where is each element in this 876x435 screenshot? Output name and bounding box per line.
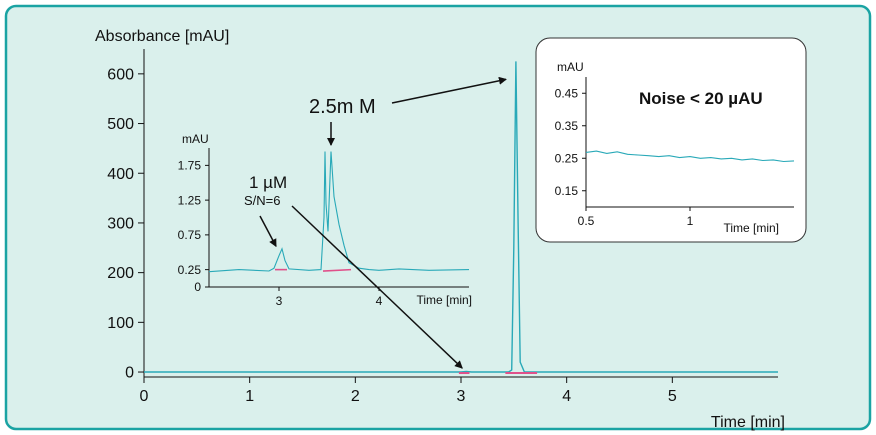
y-tick-label: 300 bbox=[107, 216, 134, 233]
x-tick-label: 4 bbox=[376, 294, 383, 308]
noise-inset-panel bbox=[535, 37, 807, 243]
data-series-line bbox=[585, 150, 795, 163]
x-tick-label: 1 bbox=[245, 388, 254, 405]
y-tick-label: 100 bbox=[107, 315, 134, 332]
zoom-y-axis-label: mAU bbox=[182, 132, 209, 146]
zoom-inset: 0 0.25 0.75 1.25 1.75 3 4 mAU Time [min] bbox=[178, 132, 472, 308]
annotations: 2.5m M 1 µMS/N=6 bbox=[244, 76, 507, 369]
y-tick-label: 0.45 bbox=[555, 86, 579, 100]
x-tick-label: 2 bbox=[351, 388, 360, 405]
main-x-axis-label: Time [min] bbox=[711, 414, 785, 431]
y-tick-label: 600 bbox=[107, 66, 134, 83]
y-tick-label: 1.25 bbox=[178, 193, 202, 207]
zoom-x-axis-label: Time [min] bbox=[416, 293, 472, 307]
x-tick-label: 3 bbox=[457, 388, 466, 405]
y-tick-label: 0 bbox=[194, 280, 201, 294]
noise-y-axis-label: mAU bbox=[557, 60, 584, 74]
y-tick-label: 0.25 bbox=[555, 151, 579, 165]
x-tick-label: 0 bbox=[140, 388, 149, 405]
main-y-axis-label: Absorbance [mAU] bbox=[95, 28, 229, 45]
annotation-arrow bbox=[259, 215, 277, 248]
x-tick-label: 5 bbox=[668, 388, 677, 405]
peak-baseline-marker bbox=[322, 268, 352, 272]
x-tick-label: 0.5 bbox=[578, 214, 595, 228]
y-tick-label: 200 bbox=[107, 265, 134, 282]
noise-x-axis-label: Time [min] bbox=[723, 221, 779, 235]
annotation-arrow bbox=[291, 205, 463, 369]
y-tick-label: 0.15 bbox=[555, 184, 579, 198]
y-tick-label: 400 bbox=[107, 166, 134, 183]
y-tick-label: 0 bbox=[125, 365, 134, 382]
data-series-line bbox=[208, 151, 470, 273]
y-tick-label: 1.75 bbox=[178, 159, 202, 173]
y-tick-label: 0.25 bbox=[178, 263, 202, 277]
data-series-line bbox=[144, 61, 778, 373]
noise-title: Noise < 20 µAU bbox=[639, 89, 763, 108]
y-tick-label: 500 bbox=[107, 116, 134, 133]
annotation-1uM: 1 µM bbox=[249, 173, 287, 192]
y-tick-label: 0.75 bbox=[178, 228, 202, 242]
annotation-signal-to-noise: S/N=6 bbox=[244, 193, 281, 208]
annotation-arrow bbox=[391, 76, 507, 104]
main-chart: 0 100 200 300 400 500 600 0 1 2 3 4 5 Absorbance [mAU… bbox=[95, 28, 785, 431]
annotation-2-5mM: 2.5m M bbox=[309, 96, 376, 118]
x-tick-label: 1 bbox=[687, 214, 694, 228]
x-tick-label: 3 bbox=[276, 294, 283, 308]
x-tick-label: 4 bbox=[562, 388, 571, 405]
y-tick-label: 0.35 bbox=[555, 119, 579, 133]
noise-inset: 0.15 0.25 0.35 0.45 0.5 1 mAU Time [min] Noise <… bbox=[535, 37, 807, 243]
